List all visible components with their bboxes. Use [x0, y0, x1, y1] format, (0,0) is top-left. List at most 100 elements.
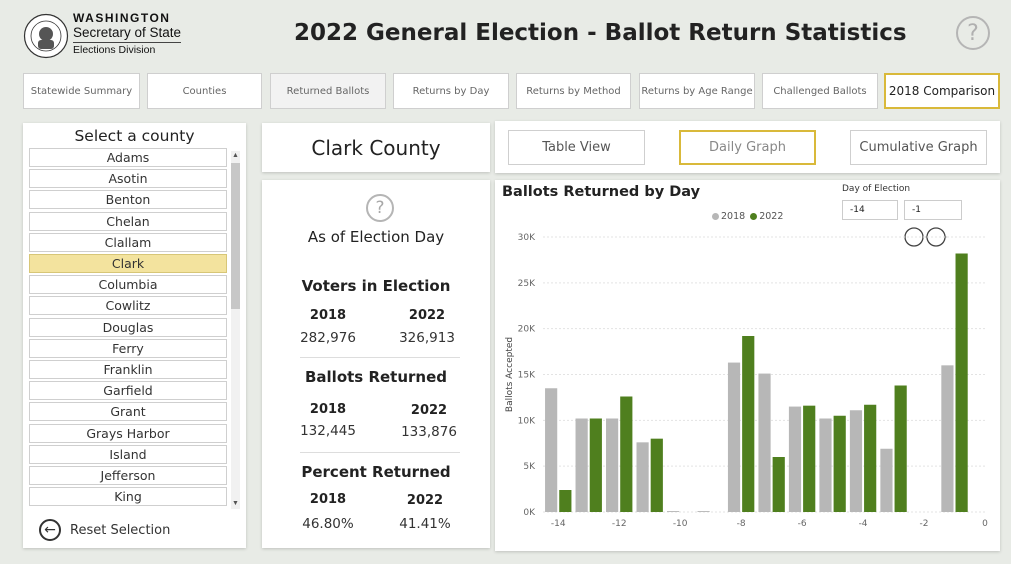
county-item[interactable]: Island [29, 444, 227, 464]
voters-value-2022: 326,913 [399, 330, 455, 346]
percent-year-2018: 2018 [309, 492, 347, 507]
county-item[interactable]: Franklin [29, 360, 227, 379]
tab-challenged-ballots[interactable]: Challenged Ballots [762, 73, 878, 109]
ballots-heading: Ballots Returned [304, 368, 448, 386]
help-icon[interactable]: ? [366, 194, 394, 222]
bar-2022 [833, 415, 846, 512]
percent-value-2022: 41.41% [399, 516, 451, 532]
bar-2022 [894, 385, 907, 512]
day-filter-label: Day of Election [842, 184, 911, 194]
county-list-title: Select a county [74, 127, 195, 145]
bar-2018 [880, 448, 893, 512]
view-toggle-bar: Table View Daily Graph Cumulative Graph [495, 121, 1000, 173]
help-icon[interactable]: ? [956, 16, 990, 50]
divider [300, 452, 460, 453]
county-item[interactable]: Benton [29, 190, 227, 210]
y-tick-label: 5K [523, 462, 536, 472]
bar-2018 [636, 442, 649, 512]
page-title: 2022 General Election - Ballot Return St… [294, 20, 907, 46]
legend-swatch-2018 [712, 213, 719, 220]
y-axis-label: Ballots Accepted [505, 337, 515, 412]
bar-2018 [758, 373, 771, 512]
day-filter-min-input[interactable] [842, 200, 898, 220]
daily-graph-button[interactable]: Daily Graph [679, 130, 816, 165]
county-item[interactable]: Douglas [29, 317, 227, 337]
table-view-button[interactable]: Table View [508, 130, 645, 165]
voters-value-2018: 282,976 [300, 330, 356, 346]
scrollbar-thumb[interactable] [231, 163, 240, 309]
voters-heading: Voters in Election [301, 277, 451, 295]
county-list-panel: Select a county Adams Asotin Benton Chelan C… [23, 123, 246, 548]
y-tick-label: 10K [518, 416, 536, 426]
x-tick-label: 0 [982, 519, 988, 529]
chart-title: Ballots Returned by Day [502, 184, 701, 200]
tab-2018-comparison[interactable]: 2018 Comparison [884, 73, 1000, 109]
bar-2018 [697, 511, 710, 512]
ballots-year-2018: 2018 [309, 402, 347, 417]
bar-2018 [849, 410, 863, 512]
bar-2022 [955, 253, 968, 512]
county-name-card: Clark County [262, 123, 490, 172]
logo-line-2: Secretary of State [73, 26, 182, 43]
scroll-up-icon[interactable]: ▲ [232, 152, 239, 159]
bar-2022 [803, 405, 816, 512]
county-item[interactable]: Adams [29, 148, 227, 167]
bar-2018 [606, 418, 619, 512]
y-tick-label: 15K [518, 371, 536, 381]
county-item[interactable]: Cowlitz [29, 296, 227, 316]
logo-line-1: WASHINGTON [73, 11, 171, 25]
chart-legend: 2018 2022 [712, 211, 783, 222]
tab-returns-by-day[interactable]: Returns by Day [393, 73, 509, 109]
x-tick-label: -2 [920, 519, 929, 529]
tab-returns-by-age-range[interactable]: Returns by Age Range [639, 73, 755, 109]
bar-2022 [589, 418, 602, 512]
tab-statewide-summary[interactable]: Statewide Summary [23, 73, 140, 109]
y-tick-label: 20K [518, 325, 536, 335]
legend-swatch-2022 [750, 213, 758, 220]
x-tick-label: -14 [551, 519, 566, 529]
logo-text: WASHINGTON Secretary of State Elections … [73, 11, 182, 55]
county-item[interactable]: Chelan [29, 211, 227, 231]
county-item[interactable]: Asotin [29, 169, 227, 189]
bar-2022 [742, 336, 755, 512]
county-item[interactable]: Columbia [29, 275, 227, 295]
day-filter-max-input[interactable] [904, 200, 962, 220]
voters-year-2022: 2022 [408, 308, 446, 323]
arrow-left-circle-icon: ← [39, 519, 61, 541]
scroll-down-icon[interactable]: ▼ [232, 500, 239, 507]
chart-card: Ballots Returned by Day Day of Election … [495, 180, 1000, 551]
bar-2018 [666, 511, 680, 512]
reset-selection-label: Reset Selection [70, 522, 171, 538]
x-tick-label: -4 [859, 519, 868, 529]
percent-year-2022: 2022 [406, 493, 444, 508]
stats-card: ? As of Election Day Voters in Election … [262, 180, 490, 548]
voters-year-2018: 2018 [309, 308, 347, 323]
county-item[interactable]: Clallam [29, 232, 227, 252]
y-tick-label: 0K [523, 508, 536, 518]
scrollbar-track[interactable] [231, 151, 240, 509]
county-item[interactable]: Jefferson [29, 466, 227, 485]
cumulative-graph-button[interactable]: Cumulative Graph [850, 130, 987, 165]
county-item[interactable]: Garfield [29, 381, 227, 401]
tab-returns-by-method[interactable]: Returns by Method [516, 73, 631, 109]
tab-counties[interactable]: Counties [147, 73, 262, 109]
reset-selection-button[interactable]: ← Reset Selection [39, 519, 170, 541]
county-item[interactable]: Grant [29, 402, 227, 422]
tab-returned-ballots[interactable]: Returned Ballots [270, 73, 386, 109]
y-tick-label: 25K [518, 279, 536, 289]
bar-2018 [545, 388, 558, 512]
bar-2022 [864, 404, 877, 512]
bar-2022 [620, 396, 633, 512]
county-item[interactable]: King [29, 487, 227, 507]
bar-2018 [575, 418, 588, 512]
bar-2018 [727, 362, 741, 512]
x-tick-label: -8 [737, 519, 746, 529]
county-item[interactable]: Grays Harbor [29, 423, 227, 443]
bar-2018 [819, 418, 832, 512]
legend-label-2022: 2022 [759, 211, 784, 222]
county-item[interactable]: Clark [29, 254, 227, 273]
ballots-value-2022: 133,876 [401, 424, 457, 440]
y-tick-label: 30K [518, 233, 536, 243]
county-item[interactable]: Ferry [29, 338, 227, 358]
divider [300, 357, 460, 358]
